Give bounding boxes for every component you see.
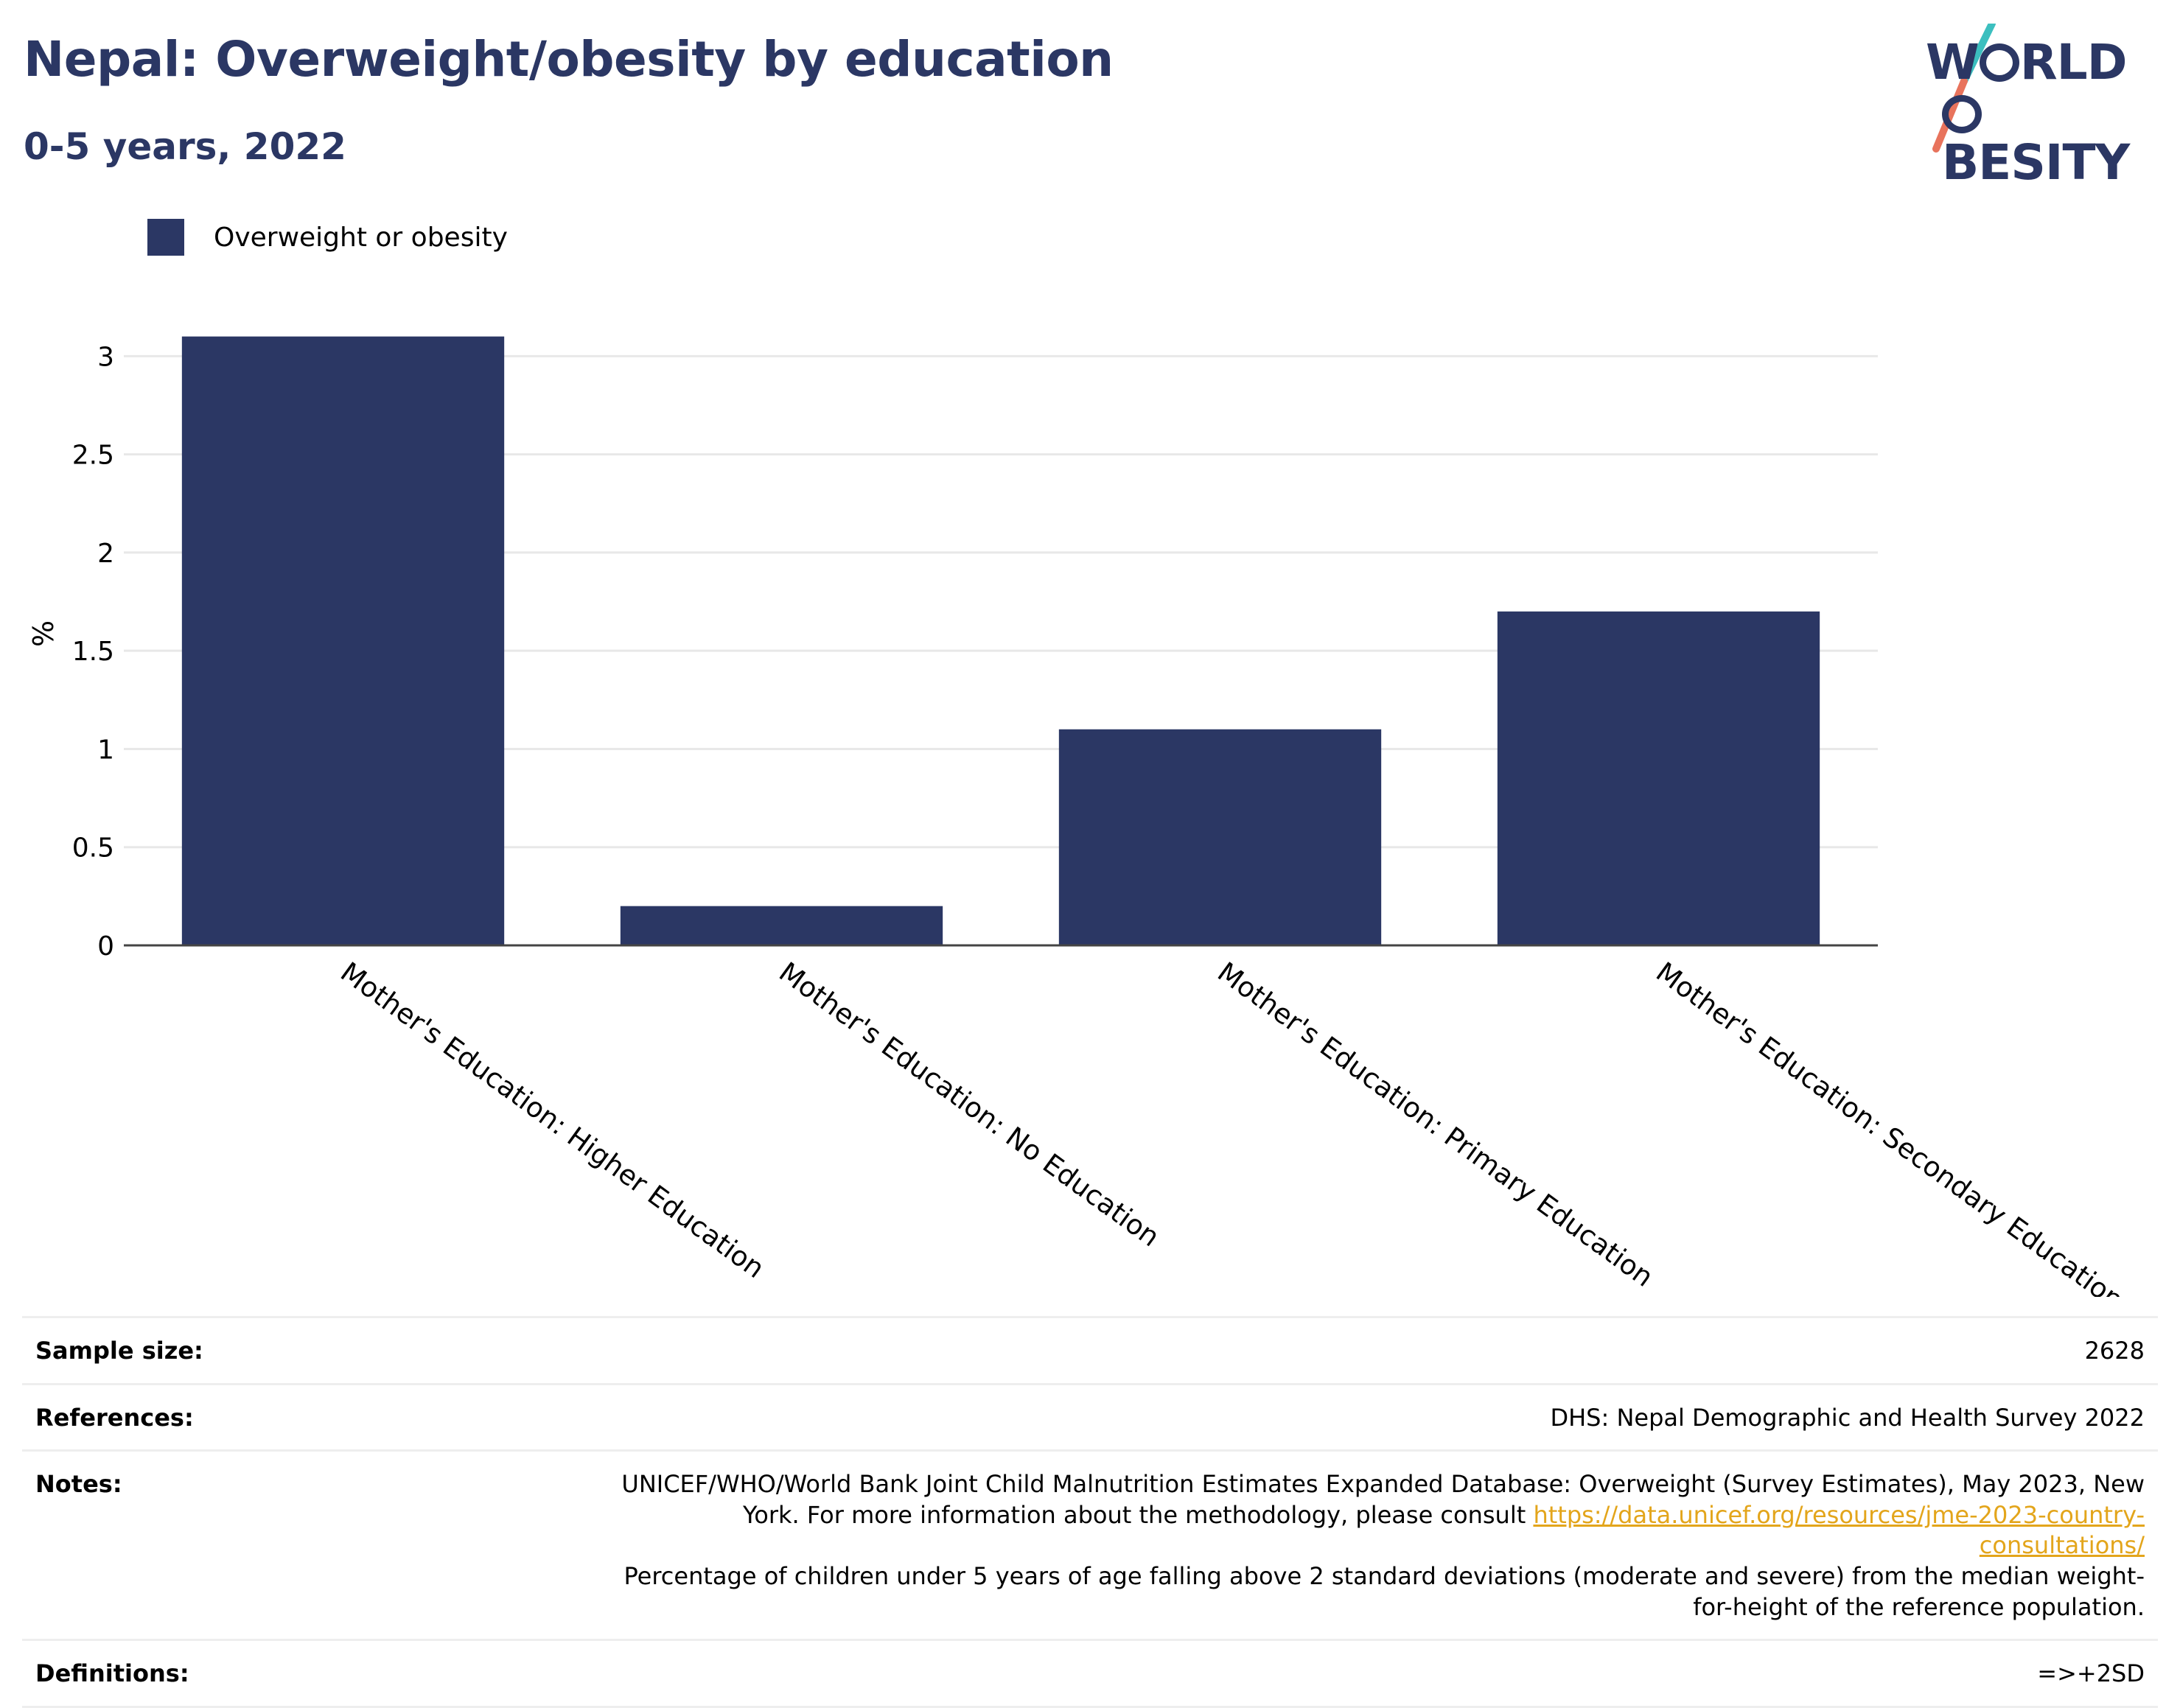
sample-size-row: Sample size: 2628 [22, 1316, 2158, 1383]
bar [620, 906, 943, 945]
bar [181, 336, 505, 945]
legend-swatch [147, 219, 184, 256]
y-tick-label: 0 [97, 931, 114, 962]
bar [1058, 729, 1382, 945]
sample-size-label: Sample size: [35, 1337, 203, 1365]
y-tick-label: 2.5 [72, 441, 114, 471]
notes-definition-text: Percentage of children under 5 years of … [623, 1561, 2145, 1621]
logo-line1: W RLD [1926, 34, 2127, 91]
logo-line2: BESITY [1942, 90, 2163, 187]
y-tick-label: 2 [97, 539, 114, 569]
chart-legend: Overweight or obesity [147, 218, 508, 256]
bar [1497, 611, 1820, 945]
chart-title: Nepal: Overweight/obesity by education [24, 31, 1114, 88]
y-tick-label: 3 [97, 342, 114, 372]
world-obesity-logo: W RLD BESITY [1920, 24, 2163, 187]
y-axis-label: % [27, 620, 60, 647]
info-table: Sample size: 2628 References: DHS: Nepal… [22, 1316, 2158, 1708]
x-tick-label: Mother's Education: No Education [773, 956, 1165, 1253]
bar-chart: 0 0.5 1 1.5 2 2.5 3 Mother's Education: Higher… [27, 336, 2129, 1297]
references-value: DHS: Nepal Demographic and Health Survey… [1550, 1403, 2145, 1432]
x-tick-label: Mother's Education: Secondary Education [1650, 956, 2129, 1297]
notes-text: UNICEF/WHO/World Bank Joint Child Malnut… [621, 1470, 2145, 1529]
notes-link[interactable]: https://data.unicef.org/resources/jme-20… [1533, 1500, 2145, 1560]
notes-row: Notes: UNICEF/WHO/World Bank Joint Child… [22, 1449, 2158, 1639]
definitions-label: Definitions: [35, 1659, 189, 1688]
notes-label: Notes: [35, 1470, 122, 1499]
chart-subtitle: 0-5 years, 2022 [24, 125, 346, 168]
references-label: References: [35, 1403, 194, 1432]
sample-size-value: 2628 [2084, 1337, 2145, 1365]
y-tick-label: 1 [97, 735, 114, 765]
y-tick-label: 0.5 [72, 833, 114, 864]
notes-value: UNICEF/WHO/World Bank Joint Child Malnut… [612, 1469, 2145, 1623]
references-row: References: DHS: Nepal Demographic and H… [22, 1382, 2158, 1450]
y-tick-label: 1.5 [72, 637, 114, 667]
x-tick-label: Mother's Education: Higher Education [335, 956, 770, 1284]
definitions-value: =>+2SD [2037, 1659, 2145, 1688]
definitions-row: Definitions: =>+2SD [22, 1639, 2158, 1708]
legend-label: Overweight or obesity [214, 222, 508, 253]
x-tick-label: Mother's Education: Primary Education [1212, 956, 1659, 1292]
